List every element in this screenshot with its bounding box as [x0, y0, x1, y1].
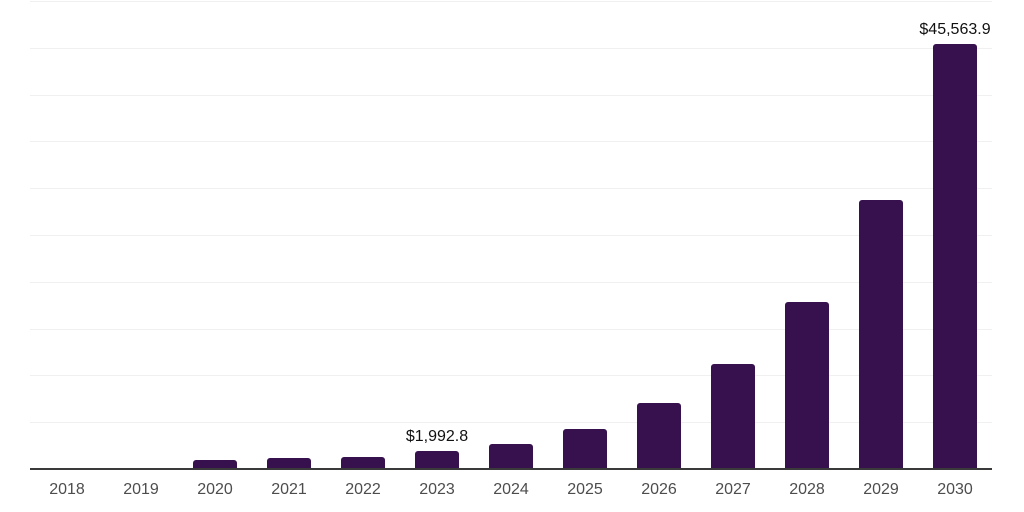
gridline [30, 141, 992, 143]
x-tick-label-2025: 2025 [567, 481, 603, 498]
bar-slot-2021 [252, 2, 326, 470]
bar-2022 [341, 456, 385, 470]
bar-2020 [193, 460, 237, 470]
gridline [30, 328, 992, 330]
gridline [30, 188, 992, 190]
bar-slot-2029 [844, 2, 918, 470]
gridline [30, 1, 992, 2]
bar-slot-2025 [548, 2, 622, 470]
bar-value-label-2030: $45,563.9 [919, 20, 991, 38]
gridline [30, 281, 992, 283]
x-axis-tick-labels: 2018 2019 2020 2021 2022 2023 2024 2025 2026 2027… [30, 479, 992, 501]
x-tick-label-2021: 2021 [271, 481, 307, 498]
x-tick-label-2030: 2030 [937, 481, 973, 498]
bar-slot-2026 [622, 2, 696, 470]
bar-slot-2028 [770, 2, 844, 470]
bar-slot-2027 [696, 2, 770, 470]
x-tick-label-2020: 2020 [197, 481, 233, 498]
bar-2027 [711, 364, 755, 470]
bar-slot-2018 [30, 2, 104, 470]
bar-slot-2024 [474, 2, 548, 470]
gridline [30, 375, 992, 377]
bar-2024 [489, 443, 533, 470]
gridline [30, 47, 992, 49]
bar-2028 [785, 301, 829, 470]
bar-2021 [267, 458, 311, 470]
gridline [30, 422, 992, 424]
bar-2023 [415, 451, 459, 470]
bar-2025 [563, 428, 607, 470]
bars-group: $1,992.8 $45,563.9 [30, 2, 992, 470]
bar-value-label-2023: $1,992.8 [405, 428, 469, 446]
bar-slot-2030: $45,563.9 [918, 2, 992, 470]
bar-2030 [933, 43, 977, 470]
x-tick-label-2027: 2027 [715, 481, 751, 498]
bar-slot-2019 [104, 2, 178, 470]
x-tick-label-2022: 2022 [345, 481, 381, 498]
bar-2029 [859, 200, 903, 470]
bar-slot-2020 [178, 2, 252, 470]
gridline [30, 94, 992, 96]
x-tick-label-2026: 2026 [641, 481, 677, 498]
x-tick-label-2024: 2024 [493, 481, 529, 498]
x-tick-label-2018: 2018 [49, 481, 85, 498]
bar-slot-2023: $1,992.8 [400, 2, 474, 470]
bar-slot-2022 [326, 2, 400, 470]
bar-2026 [637, 403, 681, 470]
x-tick-label-2019: 2019 [123, 481, 159, 498]
plot-area: $1,992.8 $45,563.9 [30, 1, 992, 470]
gridline [30, 235, 992, 236]
x-tick-label-2029: 2029 [863, 481, 899, 498]
x-tick-label-2023: 2023 [419, 481, 455, 498]
x-tick-label-2028: 2028 [789, 481, 825, 498]
x-axis-line [30, 468, 992, 470]
